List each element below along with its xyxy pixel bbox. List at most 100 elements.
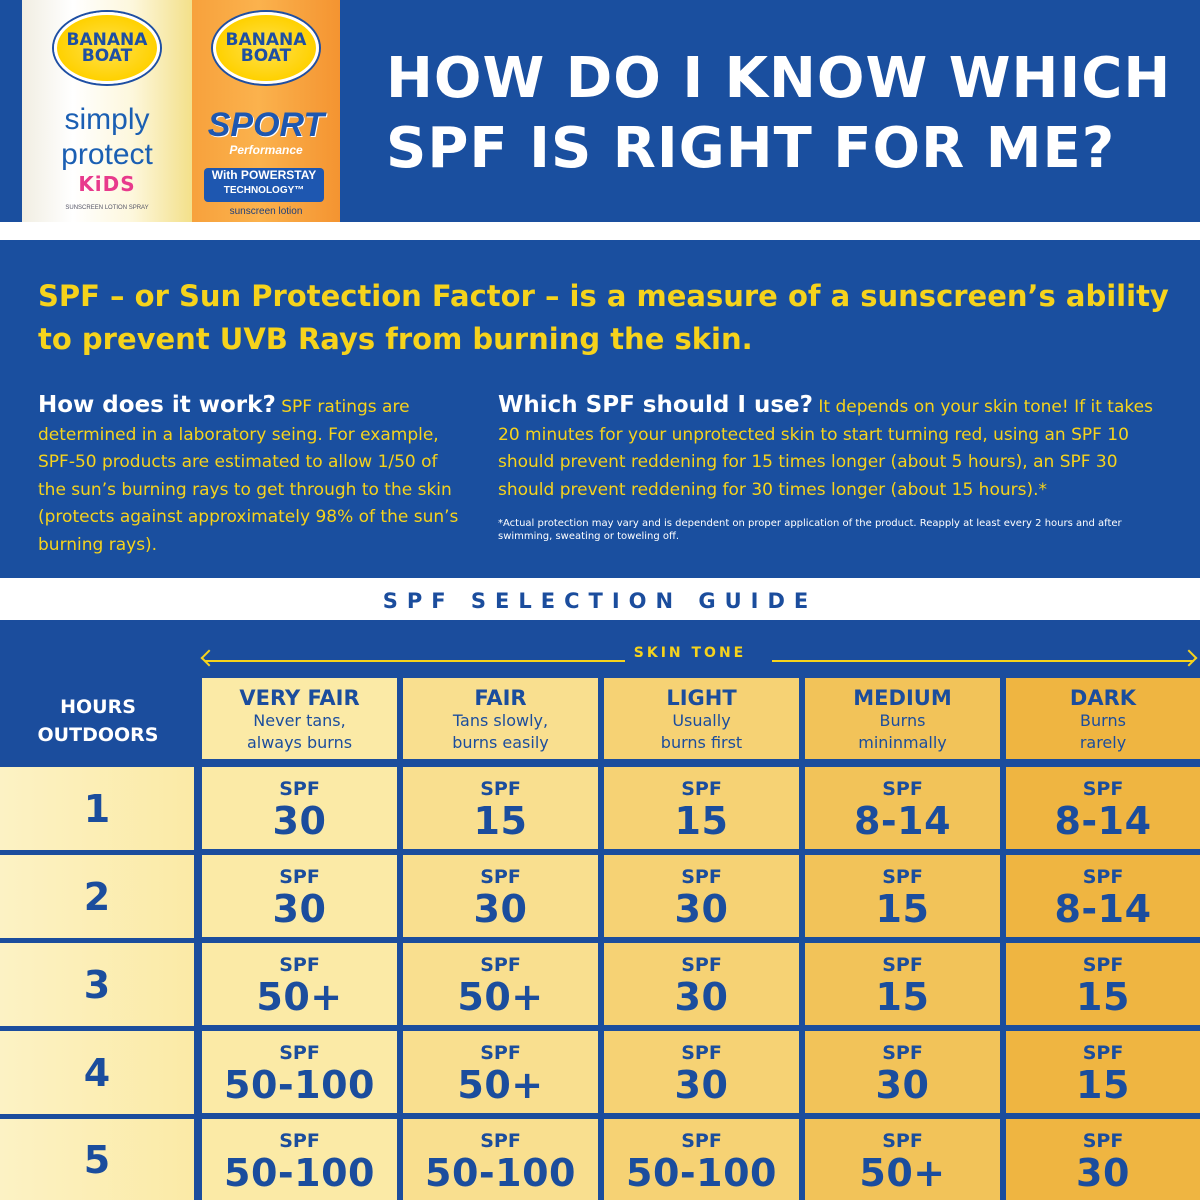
spf-recommendation-cell: SPF 8-14 bbox=[805, 767, 1000, 849]
hours-row-label: 1 bbox=[0, 767, 194, 850]
product-image-simply-protect-kids: BANANA BOAT simply protect KiDS SUNSCREE… bbox=[22, 0, 192, 222]
spf-label: SPF bbox=[882, 1130, 923, 1152]
spf-recommendation-cell: SPF 15 bbox=[805, 855, 1000, 937]
spf-value: 8-14 bbox=[1054, 799, 1152, 843]
spf-label: SPF bbox=[279, 866, 320, 888]
skin-tone-column-header: DARK Burns rarely bbox=[1006, 678, 1200, 759]
spf-value: 30 bbox=[1076, 1151, 1130, 1195]
product-image-sport-performance: BANANA BOAT SPORT Performance With POWER… bbox=[192, 0, 340, 222]
skin-tone-desc-line1: Burns bbox=[879, 711, 926, 730]
spf-value: 30 bbox=[674, 1063, 729, 1107]
spf-label: SPF bbox=[480, 778, 521, 800]
spf-label: SPF bbox=[882, 1042, 923, 1064]
logo-text-line2: BOAT bbox=[240, 46, 292, 66]
spf-recommendation-cell: SPF 30 bbox=[202, 767, 397, 849]
skin-tone-desc-line1: Usually bbox=[672, 711, 731, 730]
spf-value: 50-100 bbox=[425, 1151, 576, 1195]
spf-label: SPF bbox=[1082, 1042, 1124, 1064]
skin-tone-desc-line2: mininmally bbox=[858, 733, 947, 752]
spf-label: SPF bbox=[1082, 866, 1124, 888]
spf-recommendation-cell: SPF 15 bbox=[1006, 943, 1200, 1025]
spf-value: 8-14 bbox=[1054, 887, 1152, 931]
spf-recommendation-cell: SPF 15 bbox=[403, 767, 598, 849]
spf-label: SPF bbox=[1082, 954, 1124, 976]
spf-recommendation-cell: SPF 50+ bbox=[403, 1031, 598, 1113]
spf-label: SPF bbox=[681, 1130, 722, 1152]
spf-value: 30 bbox=[875, 1063, 930, 1107]
spf-recommendation-cell: SPF 30 bbox=[202, 855, 397, 937]
footnote: *Actual protection may vary and is depen… bbox=[498, 518, 1122, 542]
spf-recommendation-cell: SPF 50-100 bbox=[604, 1119, 799, 1200]
badge-line2: TECHNOLOGY™ bbox=[223, 185, 305, 196]
spf-label: SPF bbox=[681, 866, 722, 888]
skin-tone-arrow-left bbox=[205, 660, 625, 662]
spf-definition: SPF – or Sun Protection Factor – is a me… bbox=[38, 279, 1169, 356]
spf-recommendation-cell: SPF 50+ bbox=[805, 1119, 1000, 1200]
skin-tone-name: DARK bbox=[1069, 686, 1137, 710]
spf-value: 30 bbox=[674, 887, 729, 931]
skin-tone-desc-line2: rarely bbox=[1079, 733, 1127, 752]
spf-value: 50-100 bbox=[626, 1151, 777, 1195]
spf-recommendation-cell: SPF 8-14 bbox=[1006, 855, 1200, 937]
spf-label: SPF bbox=[279, 778, 320, 800]
spf-label: SPF bbox=[681, 778, 722, 800]
spf-value: 30 bbox=[674, 975, 729, 1019]
skin-tone-name: LIGHT bbox=[666, 686, 737, 710]
selection-guide-table bbox=[0, 620, 1200, 1200]
spf-label: SPF bbox=[480, 954, 521, 976]
spf-label: SPF bbox=[882, 778, 923, 800]
spf-value: 50+ bbox=[256, 975, 343, 1019]
logo-text-line2: BOAT bbox=[81, 46, 133, 66]
skin-tone-arrow-right bbox=[772, 660, 1194, 662]
skin-tone-desc-line1: Never tans, bbox=[253, 711, 346, 730]
skin-tone-desc-line2: burns easily bbox=[452, 733, 549, 752]
spf-recommendation-cell: SPF 8-14 bbox=[1006, 767, 1200, 849]
spf-value: 30 bbox=[272, 887, 327, 931]
skin-tone-column-header: LIGHT Usually burns first bbox=[604, 678, 799, 759]
spf-recommendation-cell: SPF 50+ bbox=[403, 943, 598, 1025]
spf-label: SPF bbox=[882, 954, 923, 976]
hours-header-line2: OUTDOORS bbox=[37, 724, 159, 746]
spf-recommendation-cell: SPF 30 bbox=[604, 855, 799, 937]
skin-tone-column-header: FAIR Tans slowly, burns easily bbox=[403, 678, 598, 759]
spf-label: SPF bbox=[480, 866, 521, 888]
banana-boat-logo: BANANA BOAT bbox=[213, 12, 319, 84]
spf-label: SPF bbox=[1082, 778, 1124, 800]
hours-row-label: 4 bbox=[0, 1031, 194, 1114]
spf-recommendation-cell: SPF 30 bbox=[604, 943, 799, 1025]
spf-recommendation-cell: SPF 15 bbox=[604, 767, 799, 849]
skin-tone-desc-line2: always burns bbox=[246, 733, 353, 752]
spf-label: SPF bbox=[480, 1042, 521, 1064]
spf-recommendation-cell: SPF 30 bbox=[604, 1031, 799, 1113]
spf-label: SPF bbox=[279, 1042, 320, 1064]
skin-tone-name: MEDIUM bbox=[853, 686, 952, 710]
product-type-label: sunscreen lotion bbox=[229, 206, 303, 217]
spf-value: 50+ bbox=[859, 1151, 946, 1195]
which-spf-answer: It depends on your skin tone! If it take… bbox=[498, 397, 1153, 500]
which-spf-section: Which SPF should I use? It depends on yo… bbox=[498, 392, 1178, 504]
guide-title: SPF SELECTION GUIDE bbox=[382, 589, 818, 613]
skin-tone-column-header: MEDIUM Burns mininmally bbox=[805, 678, 1000, 759]
spf-value: 30 bbox=[272, 799, 327, 843]
title-line2: SPF IS RIGHT FOR ME? bbox=[386, 116, 1116, 181]
skin-tone-desc-line2: burns first bbox=[660, 733, 743, 752]
spf-label: SPF bbox=[279, 954, 320, 976]
badge-line1: With POWERSTAY bbox=[211, 168, 317, 182]
which-spf-question: Which SPF should I use? bbox=[498, 392, 813, 418]
logo-text-line1: BANANA bbox=[225, 29, 307, 50]
product-subname: Performance bbox=[229, 143, 303, 157]
spf-value: 50-100 bbox=[224, 1063, 375, 1107]
powerstay-badge: With POWERSTAY TECHNOLOGY™ bbox=[204, 168, 324, 202]
hours-row-label: 5 bbox=[0, 1119, 194, 1200]
spf-label: SPF bbox=[681, 1042, 722, 1064]
spf-recommendation-cell: SPF 50-100 bbox=[202, 1031, 397, 1113]
skin-tone-name: VERY FAIR bbox=[239, 686, 360, 710]
logo-text-line1: BANANA bbox=[66, 29, 148, 50]
spf-value: 15 bbox=[473, 799, 528, 843]
spf-value: 15 bbox=[875, 975, 930, 1019]
product-name-line2: protect bbox=[61, 138, 153, 171]
spf-recommendation-cell: SPF 30 bbox=[403, 855, 598, 937]
skin-tone-desc-line1: Tans slowly, bbox=[452, 711, 549, 730]
spf-recommendation-cell: SPF 50-100 bbox=[202, 1119, 397, 1200]
spf-value: 15 bbox=[1076, 975, 1130, 1019]
